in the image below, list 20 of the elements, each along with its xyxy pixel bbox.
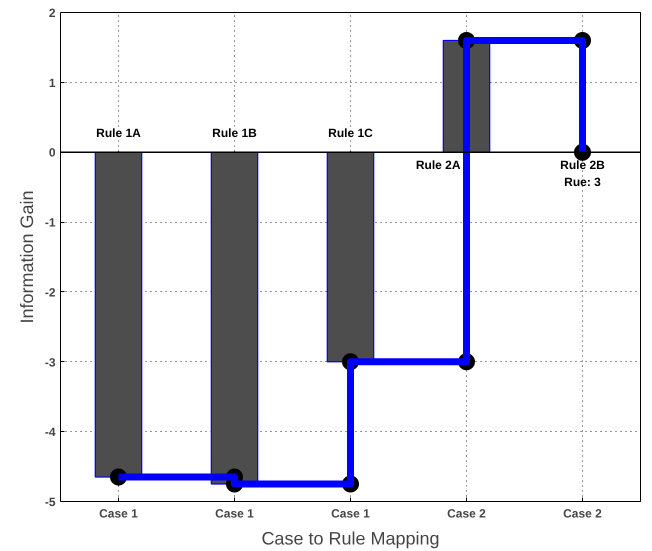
y-tick-label: 0 <box>48 146 56 160</box>
y-axis-title: Information Gain <box>16 190 37 324</box>
y-tick-label: 1 <box>48 76 56 90</box>
y-tick-label: -5 <box>44 495 56 509</box>
annotation: Rule 1C <box>328 126 374 140</box>
annotation: Rule 1A <box>96 126 142 140</box>
x-tick-label: Case 1 <box>99 506 138 520</box>
annotation: Rule 1B <box>212 126 258 140</box>
y-tick-label: -3 <box>44 355 56 370</box>
annotation: Rule 2A <box>416 158 461 172</box>
x-tick-label: Case 1 <box>331 506 370 520</box>
x-tick-label: Case 1 <box>215 506 254 520</box>
x-tick-label: Case 2 <box>563 506 602 520</box>
x-axis-title: Case to Rule Mapping <box>261 528 440 548</box>
x-tick-label: Case 2 <box>447 506 486 520</box>
annotation: Rule 2B Rue: 3 <box>560 158 606 190</box>
y-tick-label: -4 <box>44 425 56 440</box>
y-tick-label: 2 <box>48 6 56 20</box>
y-tick-label: -2 <box>44 285 56 300</box>
y-tick-label: -1 <box>44 216 56 230</box>
